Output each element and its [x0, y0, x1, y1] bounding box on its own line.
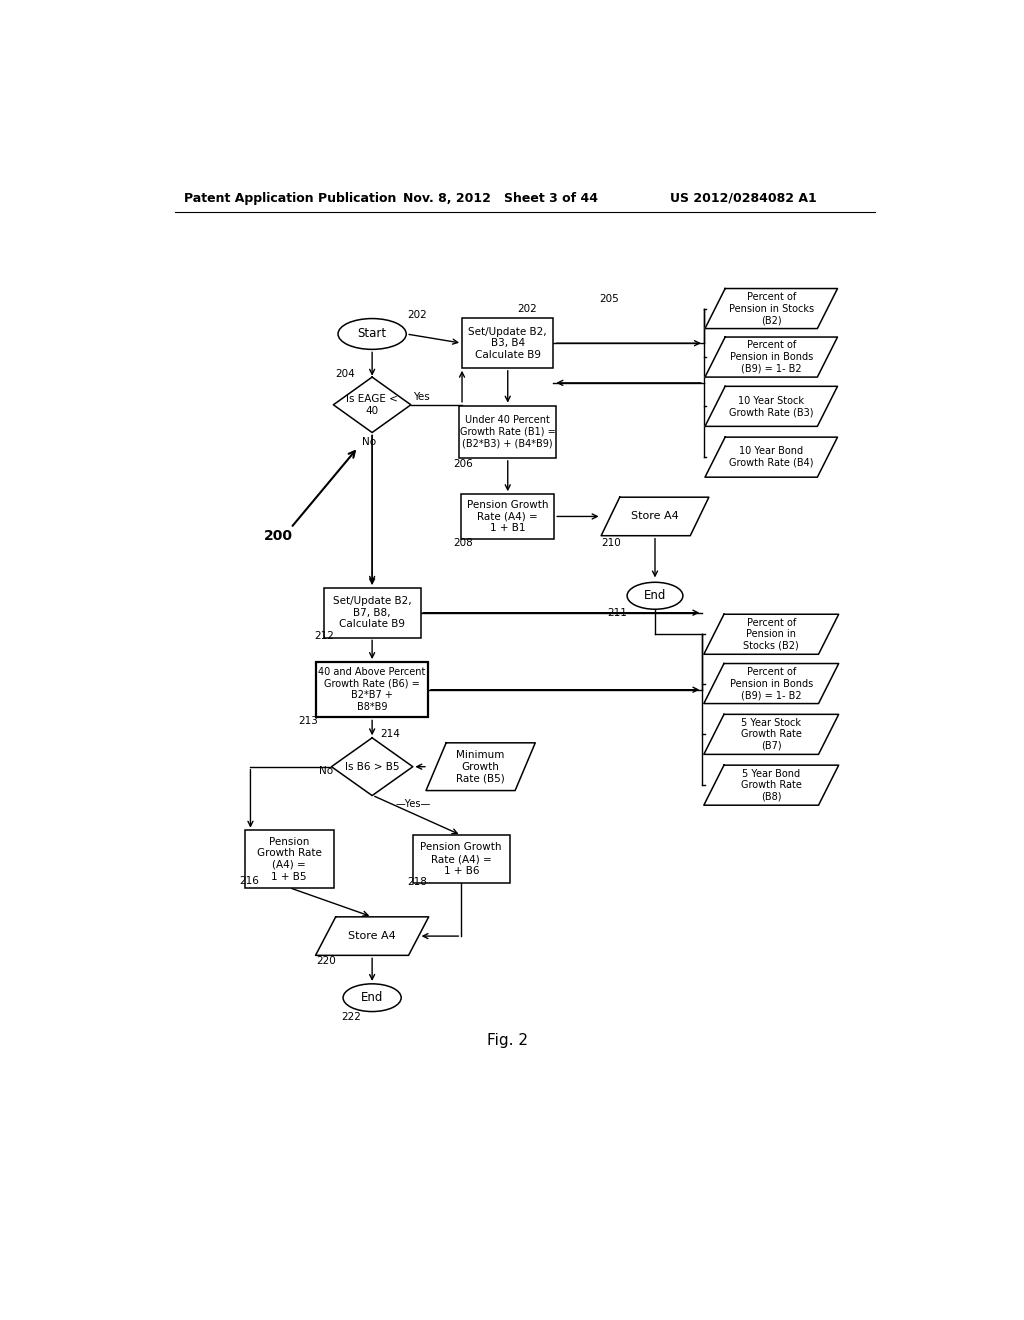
- Text: 10 Year Bond
Growth Rate (B4): 10 Year Bond Growth Rate (B4): [729, 446, 813, 469]
- Ellipse shape: [338, 318, 407, 350]
- FancyBboxPatch shape: [324, 587, 421, 638]
- Text: No: No: [362, 437, 376, 446]
- Text: No: No: [319, 766, 334, 776]
- Text: Set/Update B2,
B7, B8,
Calculate B9: Set/Update B2, B7, B8, Calculate B9: [333, 597, 412, 630]
- Ellipse shape: [627, 582, 683, 610]
- Text: 212: 212: [314, 631, 334, 640]
- Text: Is EAGE <
40: Is EAGE < 40: [346, 393, 398, 416]
- Text: Pension
Growth Rate
(A4) =
1 + B5: Pension Growth Rate (A4) = 1 + B5: [257, 837, 322, 882]
- Text: Percent of
Pension in
Stocks (B2): Percent of Pension in Stocks (B2): [743, 618, 799, 651]
- Polygon shape: [601, 498, 709, 536]
- Text: Minimum
Growth
Rate (B5): Minimum Growth Rate (B5): [457, 750, 505, 783]
- Text: End: End: [360, 991, 383, 1005]
- Ellipse shape: [343, 983, 401, 1011]
- Text: 205: 205: [599, 294, 618, 305]
- Text: End: End: [644, 589, 667, 602]
- Text: Percent of
Pension in Stocks
(B2): Percent of Pension in Stocks (B2): [729, 292, 814, 325]
- Text: Patent Application Publication: Patent Application Publication: [183, 191, 396, 205]
- Text: Percent of
Pension in Bonds
(B9) = 1- B2: Percent of Pension in Bonds (B9) = 1- B2: [730, 341, 813, 374]
- Text: 211: 211: [607, 607, 627, 618]
- Text: 213: 213: [299, 715, 318, 726]
- Text: 10 Year Stock
Growth Rate (B3): 10 Year Stock Growth Rate (B3): [729, 396, 813, 417]
- Polygon shape: [705, 337, 838, 378]
- Polygon shape: [703, 766, 839, 805]
- Text: 214: 214: [380, 730, 399, 739]
- Text: 208: 208: [454, 539, 473, 548]
- Text: Nov. 8, 2012   Sheet 3 of 44: Nov. 8, 2012 Sheet 3 of 44: [403, 191, 598, 205]
- Text: Store A4: Store A4: [348, 931, 396, 941]
- Text: 210: 210: [601, 537, 621, 548]
- Text: 216: 216: [239, 875, 259, 886]
- Text: 220: 220: [316, 956, 336, 966]
- FancyBboxPatch shape: [245, 830, 334, 888]
- Polygon shape: [334, 378, 411, 433]
- Text: 5 Year Bond
Growth Rate
(B8): 5 Year Bond Growth Rate (B8): [740, 768, 802, 801]
- Text: 5 Year Stock
Growth Rate
(B7): 5 Year Stock Growth Rate (B7): [740, 718, 802, 751]
- Text: 222: 222: [341, 1012, 361, 1022]
- Text: 218: 218: [407, 878, 427, 887]
- Text: Fig. 2: Fig. 2: [487, 1032, 528, 1048]
- Text: Percent of
Pension in Bonds
(B9) = 1- B2: Percent of Pension in Bonds (B9) = 1- B2: [730, 667, 813, 700]
- Text: Start: Start: [357, 327, 387, 341]
- Text: 204: 204: [335, 370, 354, 379]
- Text: 206: 206: [454, 459, 473, 469]
- Text: Pension Growth
Rate (A4) =
1 + B6: Pension Growth Rate (A4) = 1 + B6: [421, 842, 502, 875]
- Polygon shape: [315, 917, 429, 956]
- Text: Set/Update B2,
B3, B4
Calculate B9: Set/Update B2, B3, B4 Calculate B9: [468, 326, 547, 360]
- Polygon shape: [426, 743, 536, 791]
- FancyBboxPatch shape: [461, 494, 554, 539]
- Text: 40 and Above Percent
Growth Rate (B6) =
B2*B7 +
B8*B9: 40 and Above Percent Growth Rate (B6) = …: [318, 668, 426, 711]
- Text: Yes: Yes: [414, 392, 430, 403]
- Polygon shape: [705, 437, 838, 478]
- Polygon shape: [705, 289, 838, 329]
- Polygon shape: [332, 738, 413, 796]
- Polygon shape: [703, 664, 839, 704]
- Text: Pension Growth
Rate (A4) =
1 + B1: Pension Growth Rate (A4) = 1 + B1: [467, 500, 549, 533]
- Text: —Yes—: —Yes—: [395, 799, 431, 809]
- Polygon shape: [703, 614, 839, 655]
- FancyBboxPatch shape: [462, 318, 554, 368]
- FancyBboxPatch shape: [316, 663, 428, 718]
- Text: Is B6 > B5: Is B6 > B5: [345, 762, 399, 772]
- Text: 200: 200: [263, 529, 293, 543]
- Text: 202: 202: [407, 310, 427, 319]
- FancyBboxPatch shape: [413, 836, 510, 883]
- Text: US 2012/0284082 A1: US 2012/0284082 A1: [671, 191, 817, 205]
- Text: Store A4: Store A4: [631, 511, 679, 521]
- Text: 202: 202: [517, 304, 537, 314]
- Polygon shape: [703, 714, 839, 755]
- Polygon shape: [705, 387, 838, 426]
- FancyBboxPatch shape: [460, 405, 556, 458]
- Text: Under 40 Percent
Growth Rate (B1) =
(B2*B3) + (B4*B9): Under 40 Percent Growth Rate (B1) = (B2*…: [460, 416, 556, 449]
